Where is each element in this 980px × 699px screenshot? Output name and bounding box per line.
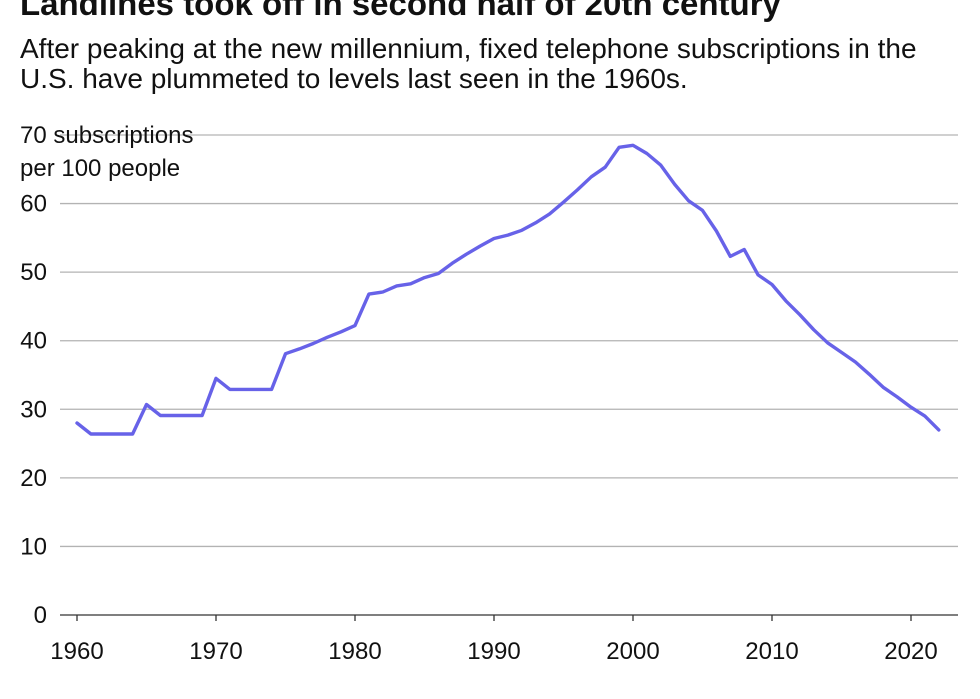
x-axis-labels: 1960 1970 1980 1990 2000 2010 2020 [50,638,937,665]
x-tick-label-1970: 1970 [189,638,242,665]
y-tick-label-0: 0 [34,602,47,629]
x-tick-label-1960: 1960 [50,638,103,665]
y-axis-labels: 0 10 20 30 40 50 60 70 subscriptions per 100 peo… [20,122,193,629]
y-tick-value-70: 70 [20,122,53,149]
series-line-0 [75,143,941,436]
x-tick-label-2010: 2010 [745,638,798,665]
y-axis-label-line1: subscriptions [53,122,193,149]
x-tick-label-1990: 1990 [467,638,520,665]
x-axis [60,614,958,621]
chart-title: Landlines took off in second half of 20t… [20,0,781,22]
x-tick-label-1980: 1980 [328,638,381,665]
y-tick-label-10: 10 [20,533,47,560]
series-layer [75,143,941,436]
x-tick-label-2020: 2020 [884,638,937,665]
y-tick-label-50: 50 [20,259,47,286]
y-tick-label-70: 70 subscriptions [20,122,193,149]
y-tick-label-30: 30 [20,396,47,423]
y-axis-label-line2: per 100 people [20,155,180,182]
gridlines [60,134,958,548]
x-tick-label-2000: 2000 [606,638,659,665]
y-tick-label-20: 20 [20,465,47,492]
y-tick-label-60: 60 [20,191,47,218]
y-tick-label-40: 40 [20,328,47,355]
chart-subtitle: After peaking at the new millennium, fix… [20,33,917,94]
